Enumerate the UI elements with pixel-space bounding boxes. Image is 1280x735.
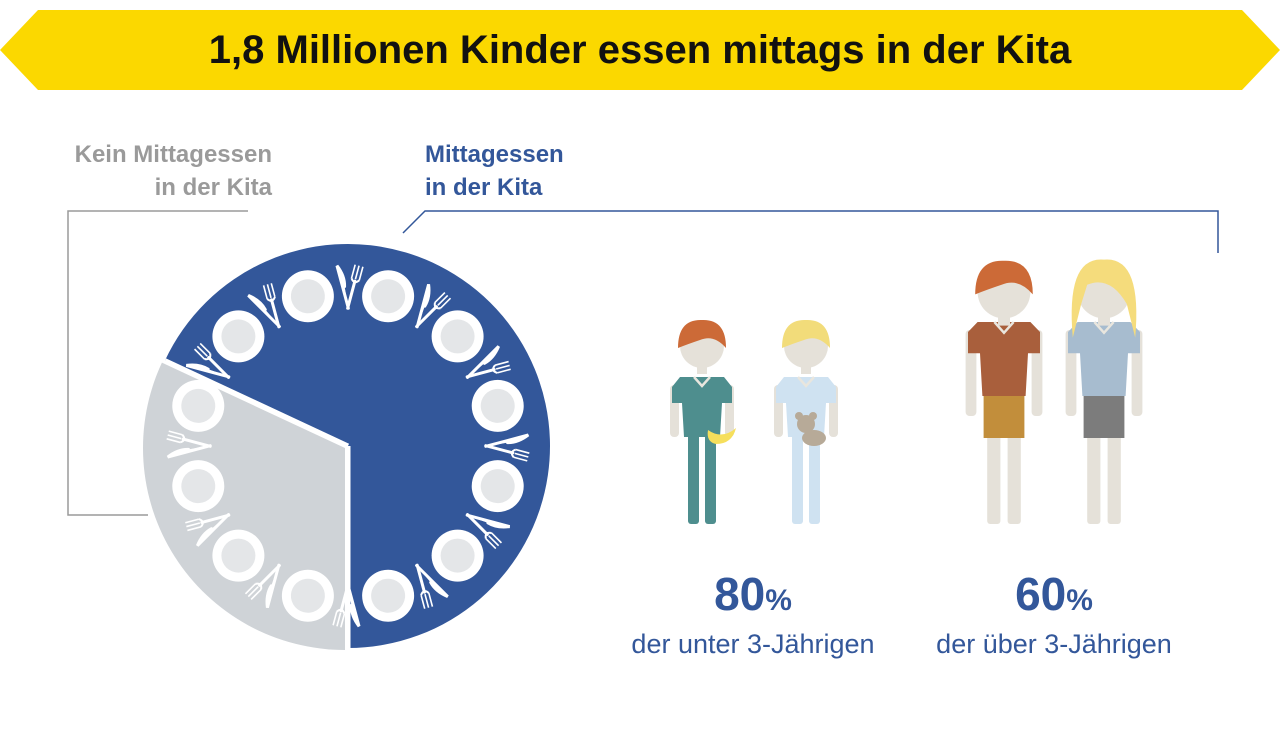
title-banner: 1,8 Millionen Kinder essen mittags in de… (0, 10, 1280, 90)
plate-inner (290, 279, 325, 314)
plate-inner (440, 538, 475, 573)
place-setting-lunch (415, 513, 503, 599)
stat-under-3-unit: % (765, 584, 792, 617)
stat-over-3: 60% der über 3-Jährigen (904, 568, 1204, 661)
child-over-3-boy (965, 260, 1043, 524)
no-lunch-bracket (67, 210, 248, 516)
fork-icon (193, 342, 230, 379)
fork-icon (465, 360, 511, 379)
lunch-label-line1: Mittagessen (425, 141, 564, 168)
hair (782, 319, 830, 348)
place-setting-lunch (346, 563, 434, 628)
place-setting-lunch (465, 360, 530, 448)
knife-icon (415, 283, 431, 329)
stat-over-3-number: 60 (1015, 568, 1067, 620)
place-setting-empty (195, 513, 281, 601)
knife-icon (166, 444, 212, 459)
hair (975, 260, 1033, 295)
shirt (776, 377, 836, 437)
fork-icon (415, 291, 452, 328)
child-under-3-blond (774, 319, 838, 524)
plate-inner (181, 388, 216, 423)
stat-under-3-value: 80% (603, 568, 903, 627)
pie-chart (143, 243, 550, 650)
place-setting-empty (265, 563, 350, 628)
page-title: 1,8 Millionen Kinder essen mittags in de… (208, 28, 1072, 72)
lunch-label-line2: in der Kita (425, 174, 543, 201)
shirt (1068, 322, 1140, 396)
fork-icon (466, 513, 503, 550)
shorts (1083, 394, 1125, 438)
stat-under-3-number: 80 (714, 568, 766, 620)
knife-icon (466, 345, 501, 379)
knife-icon (185, 363, 231, 379)
leg (792, 430, 803, 524)
knife-icon (247, 293, 281, 328)
child-under-3-boy (670, 319, 734, 524)
knife-icon (335, 264, 350, 310)
plate-inner (371, 279, 406, 314)
leg (688, 430, 699, 524)
lunch-label: Mittagessen in der Kita (425, 138, 665, 204)
knife-icon (484, 433, 530, 448)
shorts (983, 394, 1025, 438)
place-setting-lunch (193, 293, 281, 379)
stat-over-3-value: 60% (904, 568, 1204, 627)
knife-icon (195, 513, 230, 547)
place-setting-lunch (465, 444, 530, 529)
shirt (968, 322, 1040, 396)
no-lunch-label-line1: Kein Mittagessen (74, 141, 272, 168)
plate-inner (480, 469, 515, 504)
fork-icon (244, 564, 281, 601)
fork-icon (484, 444, 530, 462)
stat-under-3: 80% der unter 3-Jährigen (603, 568, 903, 661)
stat-under-3-description: der unter 3-Jährigen (631, 629, 875, 659)
plate-inner (480, 388, 515, 423)
fork-icon (185, 513, 231, 532)
plate-inner (290, 578, 325, 613)
pie-separator (163, 358, 350, 449)
fork-icon (415, 563, 434, 609)
banana-icon (707, 428, 736, 444)
lunch-bracket (402, 210, 1219, 253)
knife-icon (465, 513, 511, 529)
fork-icon (262, 283, 281, 329)
fork-icon (166, 430, 212, 448)
leg (705, 430, 716, 524)
leg (809, 430, 820, 524)
fork-icon (346, 264, 364, 310)
shirt (672, 377, 732, 437)
stat-over-3-unit: % (1066, 584, 1093, 617)
children-illustration (670, 259, 1143, 524)
place-setting-lunch (415, 291, 501, 379)
place-setting-empty (166, 444, 231, 532)
place-setting-lunch (346, 264, 431, 329)
plate-inner (221, 319, 256, 354)
plate-inner (181, 469, 216, 504)
place-setting-empty (166, 363, 231, 448)
plate-inner (371, 578, 406, 613)
hair (678, 319, 726, 348)
stat-over-3-description: der über 3-Jährigen (936, 629, 1172, 659)
banner-shape (0, 10, 1280, 90)
knife-icon (415, 564, 449, 599)
plate-inner (221, 538, 256, 573)
hair (1071, 259, 1137, 338)
place-setting-lunch (262, 264, 350, 329)
teddy-bear-icon (795, 412, 826, 446)
plate-inner (440, 319, 475, 354)
no-lunch-label: Kein Mittagessen in der Kita (32, 138, 272, 204)
knife-icon (265, 563, 281, 609)
no-lunch-label-line2: in der Kita (154, 174, 272, 201)
child-over-3-girl (1065, 259, 1143, 524)
fork-icon (332, 582, 350, 628)
knife-icon (346, 582, 361, 628)
